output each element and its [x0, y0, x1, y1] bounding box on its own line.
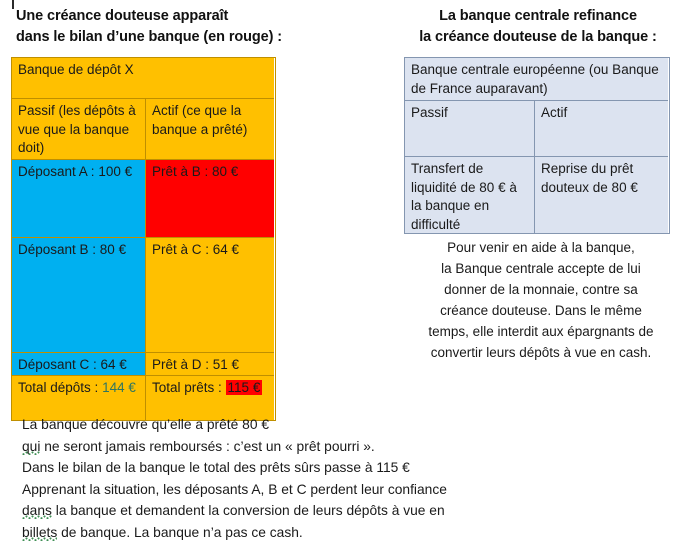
left-heading-line2: dans le bilan d’une banque (en rouge) :	[16, 27, 356, 48]
central-bank-assets-header: Actif	[535, 101, 668, 157]
depositor-a-line2: 100 €	[98, 164, 132, 179]
liquidity-transfer-cell: Transfert de liquidité de 80 € à la banq…	[405, 157, 535, 233]
central-bank-table: Banque centrale européenne (ou Banque de…	[404, 57, 670, 234]
central-bank-explanation-note: Pour venir en aide à la banque, la Banqu…	[398, 237, 684, 363]
liquidity-transfer-line4: difficulté	[411, 217, 460, 232]
left-heading: Une créance douteuse apparaît dans le bi…	[16, 6, 356, 48]
bottom-note-line2: qui ne seront jamais remboursés : c’est …	[22, 436, 682, 458]
total-deposits-label: Total dépôts :	[18, 380, 98, 395]
bottom-note-line5-rest: la banque et demandent la conversion de …	[52, 503, 445, 518]
right-heading-line2: la créance douteuse de la banque :	[396, 27, 680, 48]
total-deposits-value: 144 €	[102, 380, 136, 395]
spellcheck-word: dans	[22, 503, 52, 519]
text-cursor-mark	[12, 0, 14, 9]
bad-loan-takeover-cell: Reprise du prêt douteux de 80 €	[535, 157, 668, 233]
total-loans-label: Total prêts :	[152, 380, 222, 395]
table-row: Passif (les dépôts à vue que la banque d…	[12, 99, 275, 160]
cb-note-line4: créance douteuse. Dans le même	[398, 300, 684, 321]
cb-note-line2: la Banque centrale accepte de lui	[398, 258, 684, 279]
bottom-note-line1: La banque découvre qu’elle a prêté 80 €	[22, 414, 682, 436]
table-row: Déposant C : 64 € Prêt à D : 51 €	[12, 353, 275, 376]
spellcheck-word: billets	[22, 525, 57, 541]
cb-note-line1: Pour venir en aide à la banque,	[398, 237, 684, 258]
right-heading-line1: La banque centrale refinance	[396, 6, 680, 27]
bottom-note-line6: billets de banque. La banque n’a pas ce …	[22, 522, 682, 543]
left-heading-line1: Une créance douteuse apparaît	[16, 6, 356, 27]
table-row: Banque de dépôt X	[12, 58, 275, 99]
table-row: Passif Actif	[405, 101, 669, 157]
depositor-c-cell: Déposant C : 64 €	[12, 353, 146, 376]
liquidity-transfer-line1: Transfert de	[411, 161, 483, 176]
bottom-explanation-note: La banque découvre qu’elle a prêté 80 € …	[22, 414, 682, 543]
loan-to-b-cell: Prêt à B : 80 €	[146, 160, 274, 238]
cb-note-line5: temps, elle interdit aux épargnants de	[398, 321, 684, 342]
bottom-note-line3: Dans le bilan de la banque le total des …	[22, 457, 682, 479]
right-heading: La banque centrale refinance la créance …	[396, 6, 680, 48]
total-loans-value: 115 €	[226, 380, 263, 395]
central-bank-title-line1: Banque centrale européenne	[411, 62, 585, 77]
loan-to-c-cell: Prêt à C : 64 €	[146, 238, 274, 353]
depositor-a-cell: Déposant A : 100 €	[12, 160, 146, 238]
cb-note-line6: convertir leurs dépôts à vue en cash.	[398, 342, 684, 363]
bottom-note-line5: dans la banque et demandent la conversio…	[22, 500, 682, 522]
central-bank-liabilities-header: Passif	[405, 101, 535, 157]
bank-table-title: Banque de dépôt X	[12, 58, 274, 99]
bank-balance-sheet-table: Banque de dépôt X Passif (les dépôts à v…	[11, 57, 276, 421]
table-row: Déposant A : 100 € Prêt à B : 80 €	[12, 160, 275, 238]
bank-liabilities-header: Passif (les dépôts à vue que la banque d…	[12, 99, 146, 160]
bank-assets-header: Actif (ce que la banque a prêté)	[146, 99, 274, 160]
bad-loan-takeover-line2: douteux de 80 €	[541, 180, 638, 195]
spellcheck-word: qui	[22, 439, 40, 455]
liquidity-transfer-line2: liquidité de 80 €	[411, 180, 506, 195]
table-row: Transfert de liquidité de 80 € à la banq…	[405, 157, 669, 233]
table-row: Banque centrale européenne (ou Banque de…	[405, 58, 669, 101]
bottom-note-line6-rest: de banque. La banque n’a pas ce cash.	[57, 525, 302, 540]
depositor-b-cell: Déposant B : 80 €	[12, 238, 146, 353]
loan-to-d-cell: Prêt à D : 51 €	[146, 353, 274, 376]
table-row: Déposant B : 80 € Prêt à C : 64 €	[12, 238, 275, 353]
central-bank-title: Banque centrale européenne (ou Banque de…	[405, 58, 668, 101]
bottom-note-line4: Apprenant la situation, les déposants A,…	[22, 479, 682, 501]
depositor-a-line1: Déposant A :	[18, 164, 95, 179]
cb-note-line3: donner de la monnaie, contre sa	[398, 279, 684, 300]
bad-loan-takeover-line1: Reprise du prêt	[541, 161, 633, 176]
bottom-note-line2-rest: ne seront jamais remboursés : c’est un «…	[40, 439, 374, 454]
